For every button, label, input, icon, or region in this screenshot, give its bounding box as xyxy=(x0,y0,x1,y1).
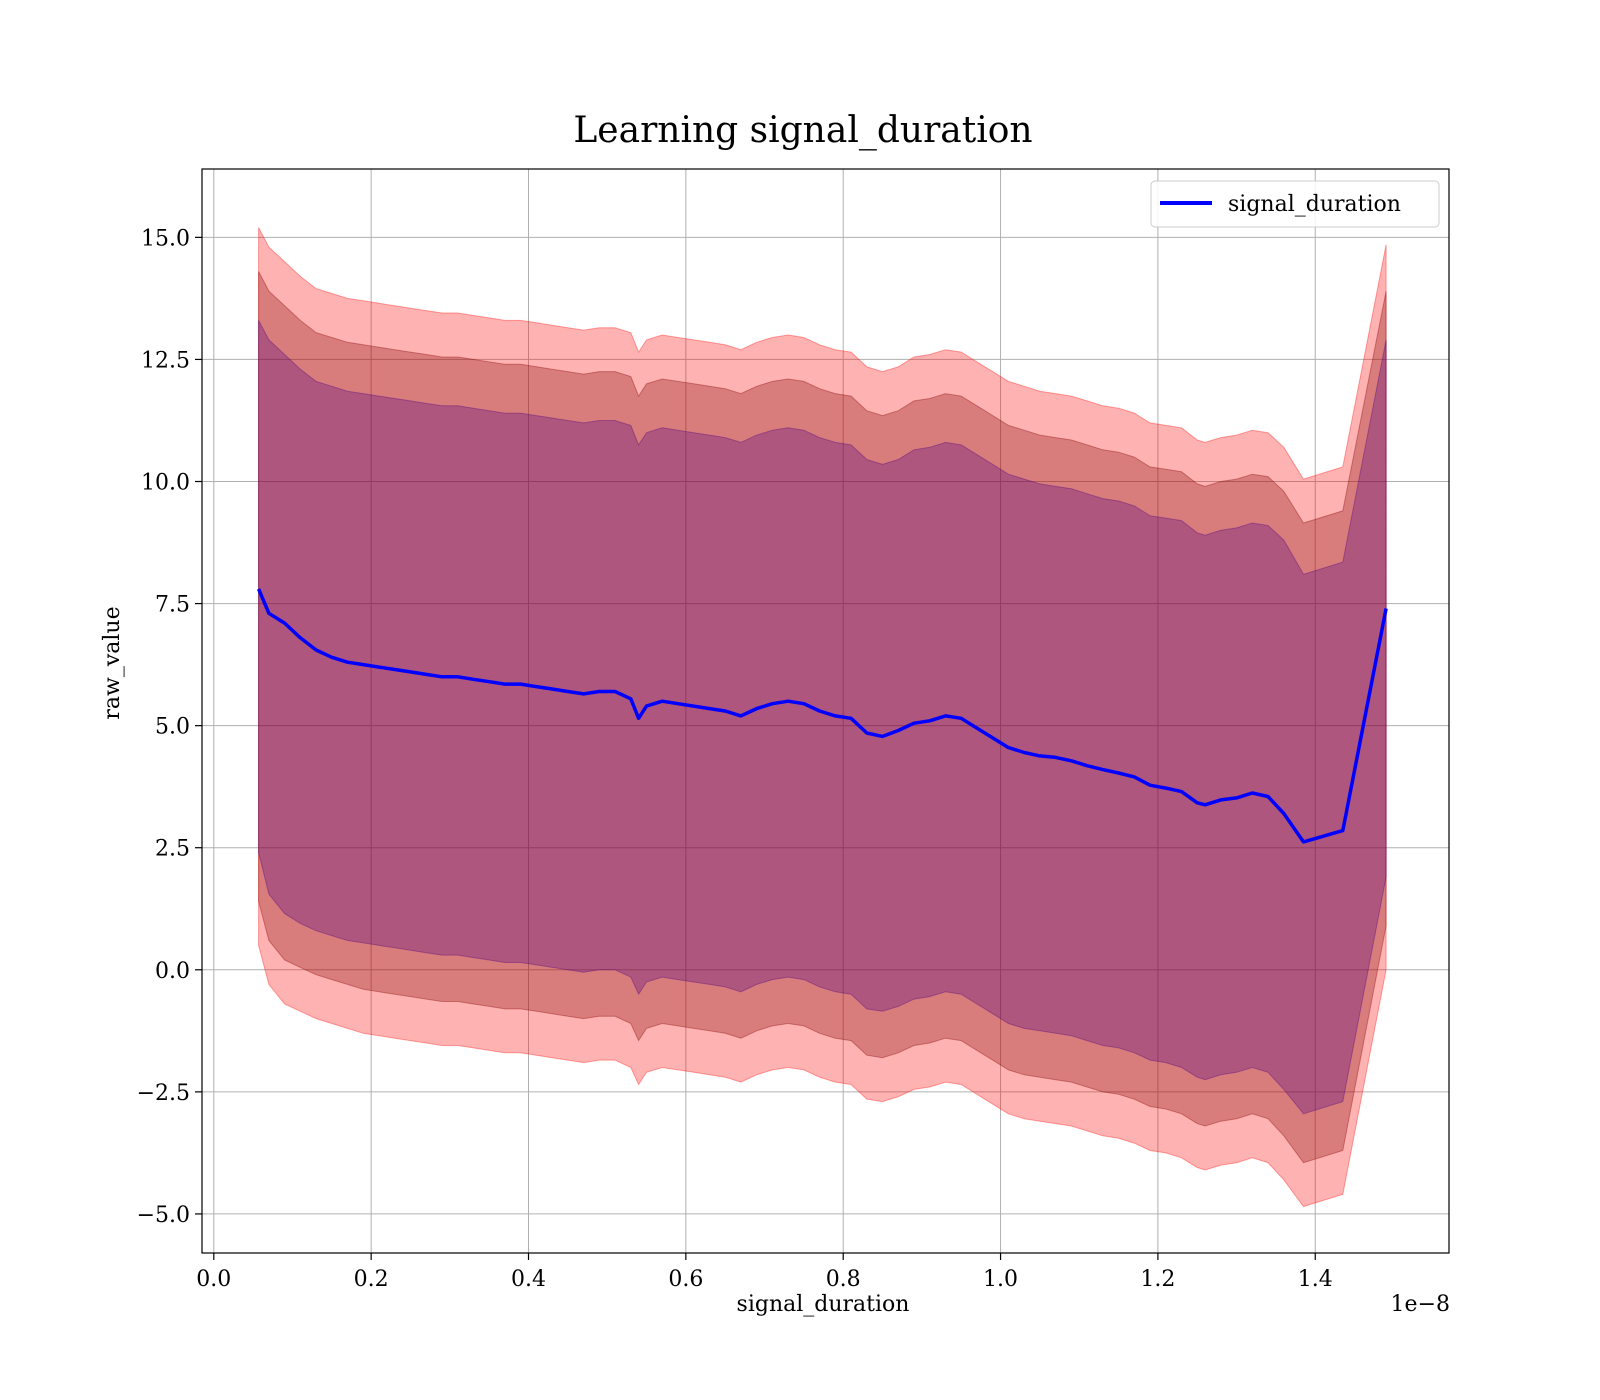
x-tick-label: 1.0 xyxy=(983,1267,1018,1292)
band-area-0 xyxy=(258,227,1387,1208)
x-axis-ticks: 0.0 0.2 0.4 0.6 0.8 1.0 1.2 1.4 xyxy=(196,1253,1333,1292)
x-tick-label: 0.6 xyxy=(668,1267,703,1292)
chart-title: Learning signal_duration xyxy=(573,110,1032,151)
y-axis-label: raw_value xyxy=(100,606,125,719)
x-tick-label: 1.4 xyxy=(1298,1267,1333,1292)
series-lines xyxy=(256,588,1388,844)
y-tick-label: 2.5 xyxy=(155,837,190,862)
x-axis-offset-label: 1e−8 xyxy=(1391,1292,1450,1317)
y-tick-label: 10.0 xyxy=(141,471,190,496)
legend: signal_duration xyxy=(1150,180,1440,228)
y-tick-label: 5.0 xyxy=(155,715,190,740)
y-tick-label: −5.0 xyxy=(137,1203,190,1228)
y-tick-label: 0.0 xyxy=(155,959,190,984)
legend-label: signal_duration xyxy=(1228,192,1401,217)
plot-frame xyxy=(201,168,1450,1254)
series-line-0 xyxy=(256,588,1388,844)
x-tick-label: 0.2 xyxy=(354,1267,389,1292)
y-tick-label: 12.5 xyxy=(141,348,190,373)
band-area-2 xyxy=(258,320,1387,1115)
x-tick-label: 0.0 xyxy=(196,1267,231,1292)
x-tick-label: 1.2 xyxy=(1140,1267,1175,1292)
y-tick-label: −2.5 xyxy=(137,1081,190,1106)
y-tick-label: 15.0 xyxy=(141,226,190,251)
x-tick-label: 0.8 xyxy=(826,1267,861,1292)
confidence-bands xyxy=(258,227,1387,1208)
x-tick-label: 0.4 xyxy=(511,1267,546,1292)
legend-box xyxy=(1150,180,1440,228)
band-area-1 xyxy=(258,271,1387,1164)
y-tick-label: 7.5 xyxy=(155,593,190,618)
x-axis-label: signal_duration xyxy=(737,1292,910,1317)
y-axis-ticks: −5.0 −2.5 0.0 2.5 5.0 7.5 10.0 12.5 15.0 xyxy=(137,226,202,1228)
grid-lines xyxy=(202,169,1449,1253)
